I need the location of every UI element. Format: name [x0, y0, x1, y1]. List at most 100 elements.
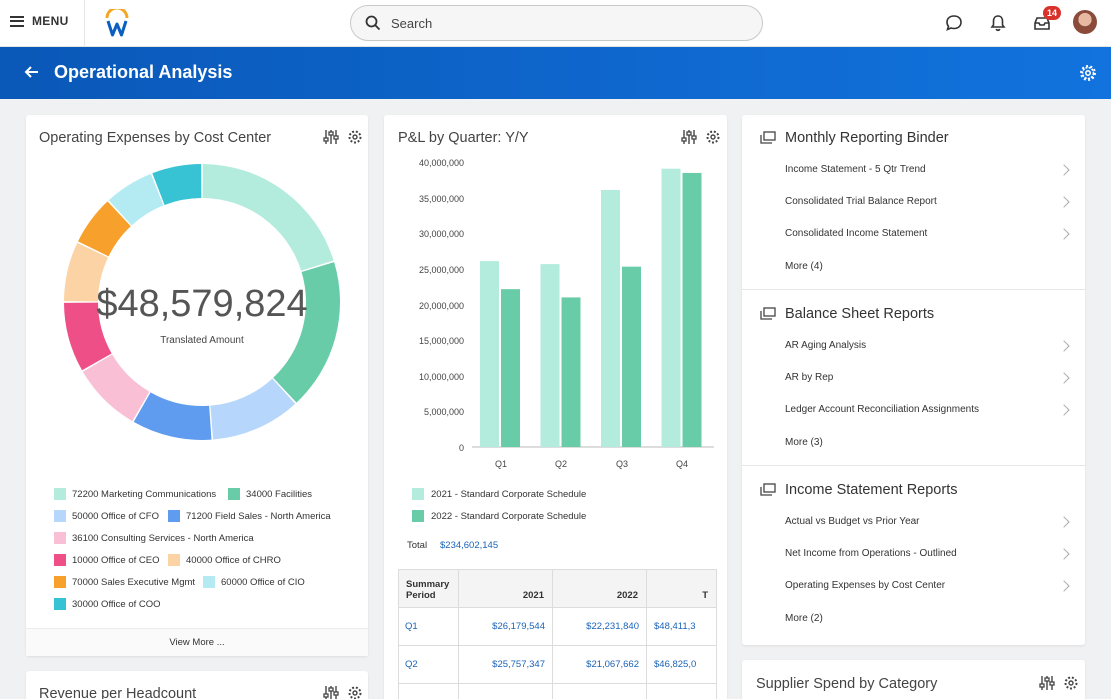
bar-q2-series-1[interactable] — [540, 264, 560, 447]
legend-item[interactable]: 70000 Sales Executive Mgmt — [54, 576, 195, 588]
donut-slice[interactable] — [202, 164, 334, 271]
table-cell-link[interactable]: $25,757,347 — [458, 645, 553, 684]
column-header[interactable]: Summary Period — [398, 569, 459, 608]
search-bar[interactable]: Search — [350, 5, 763, 41]
gear-icon[interactable] — [1063, 675, 1079, 691]
y-tick-label: 40,000,000 — [418, 158, 464, 168]
binder-section-title: Income Statement Reports — [785, 482, 958, 498]
legend-item[interactable]: 36100 Consulting Services - North Americ… — [54, 532, 254, 544]
bar-chart — [472, 168, 714, 448]
table-cell-link[interactable]: $21,067,662 — [552, 645, 647, 684]
donut-slice[interactable] — [82, 354, 150, 422]
table-cell-link[interactable]: Q1 — [398, 607, 459, 646]
report-link[interactable]: Operating Expenses by Cost Center — [785, 580, 946, 591]
donut-slice[interactable] — [210, 378, 296, 440]
table-row — [398, 683, 717, 699]
more-link[interactable]: More (3) — [785, 437, 823, 448]
report-binder-icon — [760, 131, 776, 144]
legend-swatch — [168, 510, 180, 522]
legend-item[interactable]: 2021 - Standard Corporate Schedule — [412, 488, 586, 500]
legend-item[interactable]: 71200 Field Sales - North America — [168, 510, 331, 522]
workday-logo[interactable] — [104, 9, 130, 37]
inbox-badge: 14 — [1043, 6, 1061, 20]
legend-item[interactable]: 34000 Facilities — [228, 488, 312, 500]
report-link[interactable]: Consolidated Income Statement — [785, 228, 928, 239]
reporting-binder-card: Monthly Reporting Binder Income Statemen… — [742, 115, 1085, 645]
legend-item[interactable]: 40000 Office of CHRO — [168, 554, 281, 566]
operating-expenses-card: Operating Expenses by Cost Center $48,57… — [26, 115, 368, 656]
filter-sliders-icon[interactable] — [323, 129, 339, 145]
column-header[interactable]: T — [646, 569, 717, 608]
pl-by-quarter-card: P&L by Quarter: Y/Y 0 5,000,000 10,000,0… — [384, 115, 727, 699]
binder-section-title: Monthly Reporting Binder — [785, 130, 949, 146]
card-actions — [681, 129, 721, 145]
card-title: Supplier Spend by Category — [756, 676, 938, 692]
card-actions — [323, 685, 363, 699]
report-link[interactable]: Consolidated Trial Balance Report — [785, 196, 937, 207]
filter-sliders-icon[interactable] — [323, 685, 339, 699]
binder-section-header[interactable]: Income Statement Reports — [760, 482, 957, 498]
table-cell-link[interactable]: $26,179,544 — [458, 607, 553, 646]
gear-icon[interactable] — [705, 129, 721, 145]
bar-q1-series-2[interactable] — [501, 289, 520, 447]
filter-sliders-icon[interactable] — [681, 129, 697, 145]
table-cell-link[interactable]: Q2 — [398, 645, 459, 684]
table-cell-link[interactable]: $48,411,3 — [646, 607, 717, 646]
legend-item[interactable]: 2022 - Standard Corporate Schedule — [412, 510, 586, 522]
avatar[interactable] — [1073, 10, 1097, 34]
report-link[interactable]: Ledger Account Reconciliation Assignment… — [785, 404, 980, 415]
more-link[interactable]: More (2) — [785, 613, 823, 624]
legend-label: 36100 Consulting Services - North Americ… — [72, 532, 254, 544]
bar-q3-series-1[interactable] — [601, 189, 620, 447]
gear-icon[interactable] — [347, 129, 363, 145]
donut-slice[interactable] — [64, 242, 109, 302]
column-header[interactable]: 2022 — [552, 569, 647, 608]
gear-icon[interactable] — [1078, 63, 1098, 83]
donut-slice[interactable] — [273, 262, 340, 403]
column-header[interactable]: 2021 — [458, 569, 553, 608]
summary-table: Summary Period 2021 2022 T Q1 $26,179,54… — [398, 569, 717, 699]
legend-item[interactable]: 10000 Office of CEO — [54, 554, 160, 566]
report-link[interactable]: Net Income from Operations - Outlined — [785, 548, 957, 559]
legend-swatch — [54, 576, 66, 588]
legend-item[interactable]: 50000 Office of CFO — [54, 510, 159, 522]
report-link[interactable]: AR by Rep — [785, 372, 834, 383]
report-link[interactable]: Actual vs Budget vs Prior Year — [785, 516, 920, 527]
bar-q4-series-1[interactable] — [661, 168, 681, 447]
table-cell-link[interactable]: $46,825,0 — [646, 645, 717, 684]
donut-slice[interactable] — [64, 302, 112, 371]
binder-section-header[interactable]: Monthly Reporting Binder — [760, 130, 949, 146]
filter-sliders-icon[interactable] — [1039, 675, 1055, 691]
binder-section-header[interactable]: Balance Sheet Reports — [760, 306, 934, 322]
total-value-link[interactable]: $234,602,145 — [440, 540, 499, 551]
menu-button[interactable]: MENU — [10, 14, 69, 28]
legend-label: 50000 Office of CFO — [72, 510, 159, 522]
bar-q3-series-2[interactable] — [622, 266, 641, 447]
card-title: P&L by Quarter: Y/Y — [398, 130, 529, 146]
bar-q4-series-2[interactable] — [682, 172, 702, 447]
legend-swatch — [54, 510, 66, 522]
view-more-link[interactable]: View More ... — [26, 628, 368, 656]
donut-slice[interactable] — [108, 173, 164, 226]
inbox-icon[interactable] — [1032, 13, 1052, 33]
gear-icon[interactable] — [347, 685, 363, 699]
donut-slice[interactable] — [152, 164, 202, 205]
donut-slice[interactable] — [78, 201, 131, 257]
report-link[interactable]: AR Aging Analysis — [785, 340, 867, 351]
bell-icon[interactable] — [988, 13, 1008, 33]
legend-item[interactable]: 72200 Marketing Communications — [54, 488, 216, 500]
bar-q1-series-1[interactable] — [480, 261, 499, 447]
x-tick-label: Q3 — [615, 459, 628, 469]
table-cell-link[interactable]: $22,231,840 — [552, 607, 647, 646]
more-link[interactable]: More (4) — [785, 261, 823, 272]
back-arrow-icon[interactable] — [22, 62, 42, 82]
report-link[interactable]: Income Statement - 5 Qtr Trend — [785, 164, 926, 175]
legend-label: 10000 Office of CEO — [72, 554, 160, 566]
bar-q2-series-2[interactable] — [561, 297, 581, 447]
section-divider — [742, 289, 1085, 290]
legend-item[interactable]: 30000 Office of COO — [54, 598, 161, 610]
chat-icon[interactable] — [944, 13, 964, 33]
legend-item[interactable]: 60000 Office of CIO — [203, 576, 305, 588]
report-binder-icon — [760, 483, 776, 496]
donut-slice[interactable] — [133, 392, 212, 440]
